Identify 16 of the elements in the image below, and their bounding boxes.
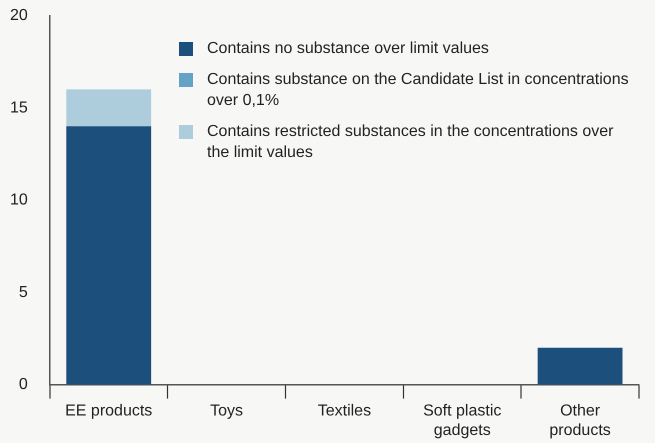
legend-label: Contains restricted substances in the concentrations over the limit values: [207, 122, 614, 163]
x-tick-label: EE products: [65, 402, 152, 420]
y-tick-label: 15: [10, 99, 28, 116]
bar: [66, 126, 152, 385]
legend-label: Contains substance on the Candidate List in concentrations over 0,1%: [207, 70, 629, 111]
x-tick-label: Other products: [549, 402, 611, 439]
y-tick-label: 5: [18, 284, 28, 301]
y-tick-label: 20: [10, 7, 28, 24]
legend-label: Contains no substance over limit values: [207, 38, 489, 59]
y-tick-label: 10: [10, 192, 28, 209]
x-tick-label: Toys: [210, 402, 244, 420]
x-tick-label: Textiles: [318, 402, 372, 420]
bar: [538, 348, 623, 385]
y-tick-label: 0: [18, 376, 28, 394]
bar: [66, 89, 152, 126]
x-tick-label: Soft plastic gadgets: [423, 402, 502, 439]
